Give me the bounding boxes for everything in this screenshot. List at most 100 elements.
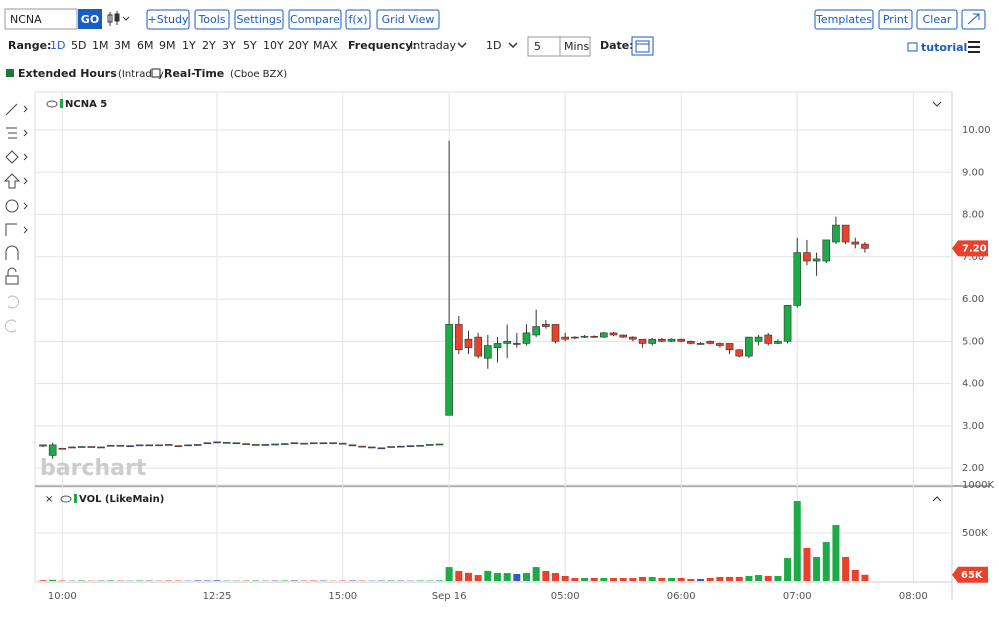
eye-icon[interactable] xyxy=(60,495,72,503)
candle-body xyxy=(600,332,608,338)
frequency-select[interactable]: Intraday xyxy=(410,39,457,52)
candle-body xyxy=(309,442,318,445)
y-tick-label: 5.00 xyxy=(962,336,984,347)
interval-input[interactable] xyxy=(527,36,561,57)
candle-body xyxy=(619,334,628,338)
candle-body xyxy=(68,446,76,449)
real-time: Real-Time xyxy=(164,67,224,80)
range-option[interactable]: MAX xyxy=(313,39,338,52)
range-option[interactable]: 3M xyxy=(114,39,131,52)
volume-bar xyxy=(590,578,598,581)
tutorial-link[interactable]: tutorial xyxy=(921,41,967,54)
candle-body xyxy=(145,444,154,447)
panel-menu[interactable] xyxy=(932,496,942,502)
volume-bar xyxy=(735,576,743,581)
candle-body xyxy=(474,336,482,357)
volume-bar xyxy=(764,576,772,581)
y-tick-label: 6.00 xyxy=(962,294,984,305)
candle-body xyxy=(822,239,831,262)
chart-type-icon[interactable] xyxy=(107,11,130,26)
candle-body xyxy=(445,324,453,416)
toolbar-button[interactable]: Clear xyxy=(916,9,958,30)
y-tick-label: 8.00 xyxy=(962,210,984,221)
range-option[interactable]: 1Y xyxy=(182,39,196,52)
volume-tick-label: 1000K xyxy=(962,480,994,491)
button-text: Settings xyxy=(236,13,281,26)
interval-text: 5 xyxy=(534,40,541,53)
volume-bar xyxy=(784,557,792,581)
candle-body xyxy=(97,446,105,449)
close-icon[interactable]: × xyxy=(45,494,53,505)
volume-bar xyxy=(561,576,569,581)
range-option[interactable]: 5Y xyxy=(243,39,257,52)
real-time-note: (Cboe BZX) xyxy=(230,69,287,80)
x-tick-label: 07:00 xyxy=(783,591,812,602)
volume-bar xyxy=(542,570,550,581)
volume-bar xyxy=(658,578,666,581)
candle-body xyxy=(87,446,96,448)
candle-body xyxy=(677,338,686,342)
symbol-input[interactable] xyxy=(4,8,78,30)
volume-bar xyxy=(581,578,589,581)
candle-body xyxy=(135,444,144,447)
candle-body xyxy=(783,305,792,342)
range-option[interactable]: 2Y xyxy=(202,39,216,52)
range-option[interactable]: 5D xyxy=(71,39,86,52)
candle-body xyxy=(358,445,366,448)
y-tick-label: 10.00 xyxy=(962,125,991,136)
candle-body xyxy=(754,336,763,342)
menu-icon[interactable] xyxy=(968,41,980,53)
candle-body xyxy=(164,444,173,446)
go-button[interactable] xyxy=(78,9,102,29)
candle-body xyxy=(812,258,821,262)
range-option[interactable]: 6M xyxy=(137,39,154,52)
candle-body xyxy=(716,343,724,346)
eye-icon[interactable] xyxy=(46,100,58,108)
button-frame xyxy=(288,9,342,30)
range-option[interactable]: 3Y xyxy=(222,39,236,52)
toolbar-button[interactable]: Templates xyxy=(814,9,874,30)
range-option[interactable]: 10Y xyxy=(263,39,284,52)
candle-body xyxy=(590,335,598,338)
volume-bar xyxy=(629,578,637,581)
candle-body xyxy=(416,444,424,447)
volume-bar xyxy=(290,580,298,581)
volume-bar xyxy=(435,580,443,581)
period-select[interactable]: 1D xyxy=(486,39,501,52)
y-tick-label: 9.00 xyxy=(962,167,984,178)
button-text: Templates xyxy=(815,13,872,26)
candle-body xyxy=(155,444,163,447)
candle-body xyxy=(116,444,125,447)
candle-body xyxy=(513,343,521,345)
button-text: +Study xyxy=(148,13,189,26)
tutorial-icon xyxy=(907,42,918,52)
candle-body xyxy=(551,324,560,342)
range-option[interactable]: 1D xyxy=(50,39,65,52)
toolbar-button[interactable]: Grid View xyxy=(376,9,440,30)
volume-bar xyxy=(523,573,530,581)
candle-body xyxy=(319,442,328,445)
range-option[interactable]: 20Y xyxy=(288,39,309,52)
toolbar-button[interactable]: Settings xyxy=(234,9,284,30)
expand-button[interactable] xyxy=(961,9,986,30)
go-text: GO xyxy=(81,13,99,26)
calendar-button[interactable] xyxy=(631,36,654,56)
range-option[interactable]: 1M xyxy=(92,39,109,52)
range-option[interactable]: 9M xyxy=(159,39,176,52)
candle-body xyxy=(484,345,492,359)
volume-bar xyxy=(474,575,482,581)
watermark: barchart xyxy=(40,456,147,481)
toolbar-button[interactable]: Tools xyxy=(194,9,230,30)
candle-body xyxy=(300,442,308,445)
panel-menu[interactable] xyxy=(932,101,942,107)
toolbar-button[interactable]: Compare xyxy=(288,9,342,30)
candle-body xyxy=(658,338,666,342)
candle-body xyxy=(48,444,57,456)
toolbar-button[interactable]: f(x) xyxy=(345,9,371,30)
drawing-tools[interactable] xyxy=(3,103,28,333)
button-text: f(x) xyxy=(349,13,368,26)
toolbar-button[interactable]: +Study xyxy=(146,9,190,30)
extended-hours: Extended Hours xyxy=(18,67,117,80)
toolbar-button[interactable]: Print xyxy=(878,9,913,30)
candle-body xyxy=(735,349,744,357)
